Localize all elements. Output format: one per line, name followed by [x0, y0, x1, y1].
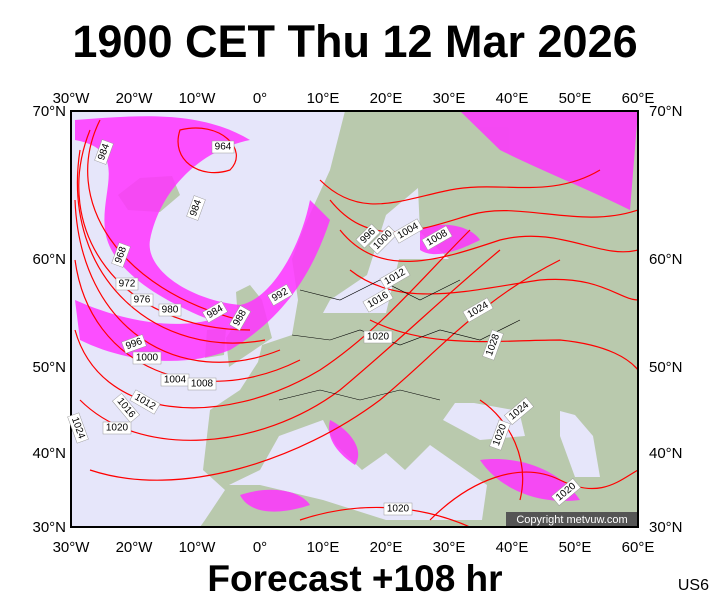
- isobar-label: 996: [121, 334, 147, 354]
- isobar-label: 1000: [132, 351, 162, 365]
- latitude-label: 30°N: [32, 519, 66, 536]
- latitude-label: 70°N: [649, 103, 683, 120]
- latitude-label: 40°N: [32, 445, 66, 462]
- isobar-label-box: [489, 419, 511, 451]
- longitude-label: 40°E: [496, 90, 529, 107]
- isobar-label-box: [504, 397, 534, 425]
- longitude-label: 20°W: [116, 90, 154, 107]
- isobar-label-box: [228, 305, 252, 331]
- isobar-label-text: 1020: [106, 423, 129, 434]
- isobar-label-text: 1008: [191, 379, 214, 390]
- longitude-label: 10°W: [179, 90, 217, 107]
- longitude-label: 20°E: [370, 539, 403, 556]
- isobar-label-box: [551, 478, 581, 506]
- longitude-label: 50°E: [559, 539, 592, 556]
- longitude-label: 0°: [253, 90, 267, 107]
- longitude-label: 10°E: [307, 90, 340, 107]
- isobar-label-box: [482, 329, 504, 361]
- latitude-label: 60°N: [32, 251, 66, 268]
- isobar-label: 972: [115, 277, 139, 291]
- isobar-label: 984: [186, 195, 206, 221]
- isobar-label-box: [379, 264, 411, 290]
- latitude-label: 40°N: [649, 445, 683, 462]
- isobar-label-text: 980: [162, 305, 179, 316]
- longitude-label: 10°E: [307, 539, 340, 556]
- forecast: Forecast +108 hr: [207, 558, 502, 599]
- isobar-label-box: [363, 330, 393, 344]
- isobar-label: 964: [211, 140, 235, 154]
- isobar-label-box: [421, 225, 453, 251]
- isobar-label-box: [67, 412, 89, 444]
- longitude-label: 30°W: [53, 539, 91, 556]
- isobar-label-box: [132, 351, 162, 365]
- isobar-label-text: 976: [134, 295, 151, 306]
- longitude-label: 60°E: [622, 90, 655, 107]
- longitude-label: 60°E: [622, 539, 655, 556]
- mediterranean: [229, 420, 487, 520]
- isobar-label-box: [462, 297, 494, 323]
- latitude-label: 30°N: [649, 519, 683, 536]
- isobar-label-box: [355, 223, 381, 249]
- isobar-label: 984: [94, 139, 114, 165]
- isobar-label-box: [392, 218, 424, 244]
- precipitation: [75, 111, 638, 512]
- isobar-label-text: 1020: [367, 332, 390, 343]
- isobar-label: 1020: [383, 502, 413, 516]
- isobar-label-box: [202, 300, 228, 324]
- isobar-label-text: 964: [215, 142, 232, 153]
- isobar-label-box: [211, 140, 235, 154]
- isobar-label-box: [186, 195, 206, 221]
- longitude-label: 0°: [253, 539, 267, 556]
- isobar-label-box: [111, 242, 131, 268]
- longitude-label: 20°W: [116, 539, 154, 556]
- title: 1900 CET Thu 12 Mar 2026: [72, 16, 637, 67]
- longitude-label: 50°E: [559, 90, 592, 107]
- isobar-label-text: 972: [119, 279, 136, 290]
- isobar-label: 968: [111, 242, 131, 268]
- latitude-label: 50°N: [649, 359, 683, 376]
- isobar-label-box: [121, 334, 147, 354]
- axis-labels: 30°W 30°W 20°W 20°W 10°W 10°W 0° 0° 10°E 10°E 20°E…: [32, 90, 682, 556]
- isobar-label: 1020: [102, 421, 132, 435]
- isobar-label: 1020: [363, 330, 393, 344]
- longitude-label: 30°E: [433, 90, 466, 107]
- caspian-sea: [560, 411, 600, 477]
- isobar-label-box: [94, 139, 114, 165]
- latitude-label: 70°N: [32, 103, 66, 120]
- isobar-label-box: [158, 303, 182, 317]
- isobar-label: 980: [158, 303, 182, 317]
- isobar-label-box: [368, 225, 398, 255]
- map-frame: [70, 110, 639, 528]
- latitude-label: 60°N: [649, 251, 683, 268]
- map-area: [71, 111, 638, 527]
- isobar-label-box: [129, 389, 161, 415]
- longitude-label: 20°E: [370, 90, 403, 107]
- borders: [278, 279, 521, 401]
- isobar-label: 976: [130, 293, 154, 307]
- isobar-label-box: [130, 293, 154, 307]
- isobar-label-text: 1000: [136, 353, 159, 364]
- credit-box: [506, 512, 637, 526]
- isobar-label-box: [362, 287, 394, 313]
- code: US6: [678, 577, 709, 594]
- isobar-label: 1008: [187, 377, 217, 391]
- longitude-label: 10°W: [179, 539, 217, 556]
- isobar-label-box: [383, 502, 413, 516]
- credit: Copyright metvuw.com: [516, 514, 627, 526]
- isobar-label: 1004: [160, 373, 190, 387]
- longitude-label: 40°E: [496, 539, 529, 556]
- isobar-label-box: [102, 421, 132, 435]
- latitude-label: 50°N: [32, 359, 66, 376]
- longitude-label: 30°E: [433, 539, 466, 556]
- isobar-label-text: 1004: [164, 375, 187, 386]
- isobar-label-box: [115, 277, 139, 291]
- isobar-label-box: [187, 377, 217, 391]
- isobar-label-text: 1020: [387, 504, 410, 515]
- isobar-label-box: [112, 393, 140, 423]
- isobar-label-box: [267, 283, 293, 307]
- longitude-label: 30°W: [53, 90, 91, 107]
